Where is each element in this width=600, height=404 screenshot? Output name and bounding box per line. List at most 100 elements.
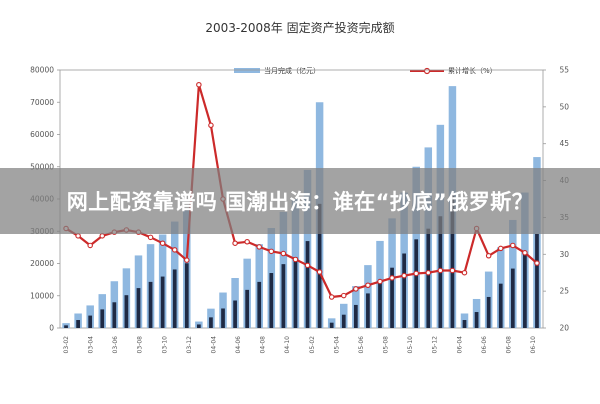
bar [340,303,348,328]
x-tick-label: 06-08 [505,336,512,354]
x-tick-label: 03-04 [88,336,95,354]
bar-lower [353,304,358,328]
line-point [292,256,299,263]
bar [303,169,312,328]
headline-banner: 网上配资靠谱吗 国潮出海：谁在“抄底”俄罗斯？ [0,168,600,234]
x-tick-label: 04-04 [210,336,217,354]
line-point [437,267,444,274]
y-right-tick-label: 20 [559,324,569,333]
bar-lower [498,283,503,328]
bar-lower [136,288,141,328]
line-point [534,260,540,266]
bar-lower [64,325,68,328]
line-point [461,269,468,276]
bar-lower [209,317,213,328]
x-tick-label: 05-12 [432,336,439,354]
bar [521,192,529,328]
bar-lower [124,295,129,328]
bar-lower [462,320,467,328]
bar-lower [390,267,394,328]
line-point [304,262,311,269]
bar [388,218,396,328]
bar [183,210,191,328]
x-tick-label: 04-08 [260,336,267,354]
bar [400,192,408,328]
legend-line-marker [423,67,431,75]
bar-lower [378,280,382,328]
bar [170,221,179,328]
line-point [510,242,516,249]
line-point [256,244,262,250]
x-tick-label: 05-04 [333,336,340,354]
line-point [316,269,323,275]
line-point [353,286,359,292]
x-tick-label: 03-10 [161,336,168,354]
x-tick-label: 05-10 [407,336,414,354]
bar-lower [172,269,177,328]
line-series [63,81,540,300]
line-point [87,242,93,249]
line-point [389,275,395,281]
x-tick-label: 05-06 [358,336,365,354]
bar [146,244,155,328]
bar-lower [76,320,80,328]
bar [364,265,372,328]
bar-lower [196,324,201,328]
bar [279,211,288,328]
line-point [268,248,275,255]
x-tick-label: 03-12 [186,336,193,354]
x-tick-label: 06-10 [530,336,537,354]
legend-bar-swatch [234,68,260,73]
line-point [522,250,528,256]
bar-lower [366,293,370,328]
line-point [365,282,371,288]
bar [62,323,70,328]
legend-line-label: 累计增长（%） [448,66,497,75]
bar [496,247,505,328]
x-tick-label: 06-06 [481,336,488,354]
line-point [328,294,335,300]
line-point [413,270,419,277]
bar-lower [426,228,431,328]
y-left-tick-label: 50000 [30,162,54,171]
x-tick-label: 03-08 [137,336,144,354]
x-tick-label: 05-02 [309,336,316,354]
x-tick-label: 04-10 [284,336,291,354]
bar [484,271,493,328]
bar [533,157,541,328]
bar [412,166,420,328]
bar-lower [523,253,527,328]
bar-lower [474,312,479,328]
line-point [147,234,154,241]
x-tick-label: 05-08 [383,336,390,354]
line-point [425,269,432,276]
bar [352,286,360,328]
bar-lower [112,302,117,328]
y-right-tick-label: 30 [559,250,569,259]
bar-lower [281,264,286,328]
bar [231,278,239,328]
bar [207,308,215,328]
bar-lower [233,300,237,328]
bar-lower [450,194,455,328]
y-right-tick-label: 55 [559,66,569,75]
bar-lower [221,308,225,328]
line-point [401,272,407,279]
bar [472,298,481,328]
legend-bar-label: 当月完成（亿元） [264,66,320,75]
bar [267,228,276,328]
legend: 当月完成（亿元） 累计增长（%） [234,66,497,75]
line-point [449,267,456,274]
bar-lower [341,314,346,328]
bar [122,268,131,328]
bar-lower [269,273,274,328]
headline-text[interactable]: 网上配资靠谱吗 国潮出海：谁在“抄底”俄罗斯？ [66,190,534,214]
line-point [171,247,178,253]
bar-lower [160,276,165,328]
bar-lower [510,268,515,328]
bar-lower [486,296,491,328]
bar-lower [184,263,189,328]
x-tick-label: 03-02 [63,336,70,354]
